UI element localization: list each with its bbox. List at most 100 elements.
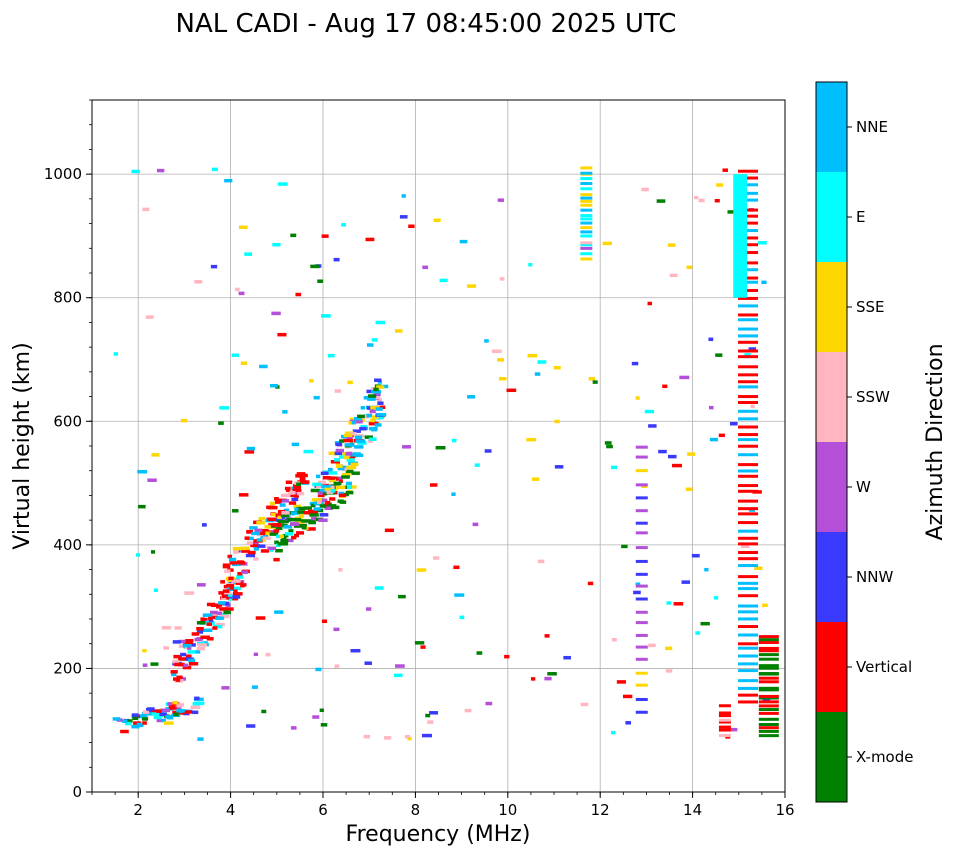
echo-mark xyxy=(301,525,307,530)
echo-mark xyxy=(342,472,351,477)
echo-mark xyxy=(246,541,253,545)
echo-mark xyxy=(738,304,759,308)
echo-mark xyxy=(180,418,188,423)
echo-mark xyxy=(459,615,465,620)
echo-mark xyxy=(376,412,387,417)
echo-mark xyxy=(738,646,759,650)
echo-mark xyxy=(286,517,296,522)
echo-mark xyxy=(762,603,768,608)
echo-mark xyxy=(635,455,648,459)
echo-mark xyxy=(267,546,277,551)
echo-mark xyxy=(377,405,386,410)
echo-mark xyxy=(232,546,241,551)
echo-mark xyxy=(192,702,200,706)
colorbar-tick-label: E xyxy=(856,208,865,226)
echo-mark xyxy=(738,313,759,317)
echo-mark xyxy=(210,264,218,269)
echo-mark xyxy=(343,455,349,460)
echo-mark xyxy=(580,181,593,185)
echo-mark xyxy=(294,507,299,512)
echo-mark xyxy=(348,421,355,425)
echo-mark xyxy=(253,544,261,548)
echo-mark xyxy=(231,353,240,357)
echo-mark xyxy=(738,176,759,180)
echo-mark xyxy=(253,547,259,551)
echo-mark xyxy=(364,661,372,665)
echo-mark xyxy=(504,654,510,659)
echo-mark xyxy=(232,592,243,596)
echo-mark xyxy=(226,583,235,588)
echo-mark xyxy=(333,458,340,462)
echo-mark xyxy=(173,654,182,659)
echo-mark xyxy=(621,544,628,549)
echo-mark xyxy=(209,610,218,615)
echo-mark xyxy=(351,420,356,425)
echo-mark xyxy=(281,511,290,515)
echo-mark xyxy=(124,719,133,723)
echo-mark xyxy=(451,492,456,496)
echo-mark xyxy=(466,284,477,288)
echo-mark xyxy=(357,414,365,419)
echo-mark xyxy=(339,500,347,504)
echo-mark xyxy=(754,566,763,571)
colorbar-segment xyxy=(816,82,847,172)
echo-mark xyxy=(346,465,357,470)
echo-mark xyxy=(738,700,759,704)
echo-mark xyxy=(227,554,232,559)
echo-mark xyxy=(368,437,377,441)
echo-mark xyxy=(174,626,182,630)
echo-mark xyxy=(290,726,297,730)
echo-mark xyxy=(201,523,207,527)
echo-mark xyxy=(421,733,432,738)
echo-mark xyxy=(277,520,285,524)
echo-mark xyxy=(124,721,132,726)
echo-mark xyxy=(738,229,759,233)
echo-mark xyxy=(142,207,150,212)
echo-mark xyxy=(258,516,265,521)
echo-mark xyxy=(175,678,181,682)
echo-mark xyxy=(318,518,328,522)
echo-mark xyxy=(349,485,357,489)
echo-mark xyxy=(190,705,201,710)
echo-mark xyxy=(347,485,353,490)
echo-mark xyxy=(528,262,533,267)
echo-mark xyxy=(580,221,593,225)
echo-mark xyxy=(364,435,373,439)
echo-mark xyxy=(758,676,779,680)
echo-mark xyxy=(635,509,648,513)
echo-mark xyxy=(641,187,649,192)
echo-mark xyxy=(182,663,189,668)
echo-mark xyxy=(459,239,468,244)
echo-mark xyxy=(363,396,370,400)
echo-mark xyxy=(317,491,323,495)
echo-mark xyxy=(425,713,431,718)
echo-mark xyxy=(280,493,290,498)
echo-mark xyxy=(635,584,648,588)
echo-mark xyxy=(757,241,767,245)
echo-mark xyxy=(744,353,751,357)
echo-mark xyxy=(310,264,320,269)
echo-mark xyxy=(244,252,253,256)
echo-mark xyxy=(317,480,326,485)
echo-mark xyxy=(366,343,374,347)
echo-mark xyxy=(354,445,364,449)
echo-mark xyxy=(667,243,676,247)
echo-mark xyxy=(758,638,779,642)
echo-mark xyxy=(187,646,192,650)
echo-mark xyxy=(738,604,759,608)
echo-mark xyxy=(580,241,593,245)
echo-mark xyxy=(333,481,342,486)
echo-mark xyxy=(282,519,289,524)
echo-mark xyxy=(414,641,425,645)
echo-mark xyxy=(373,387,379,392)
echo-mark xyxy=(142,663,148,667)
echo-mark xyxy=(136,722,143,727)
echo-mark xyxy=(698,198,705,203)
echo-mark xyxy=(145,315,154,319)
echo-mark xyxy=(580,217,593,221)
echo-mark xyxy=(354,435,363,440)
echo-block xyxy=(733,174,748,298)
echo-mark xyxy=(345,490,354,495)
echo-mark xyxy=(633,590,641,595)
